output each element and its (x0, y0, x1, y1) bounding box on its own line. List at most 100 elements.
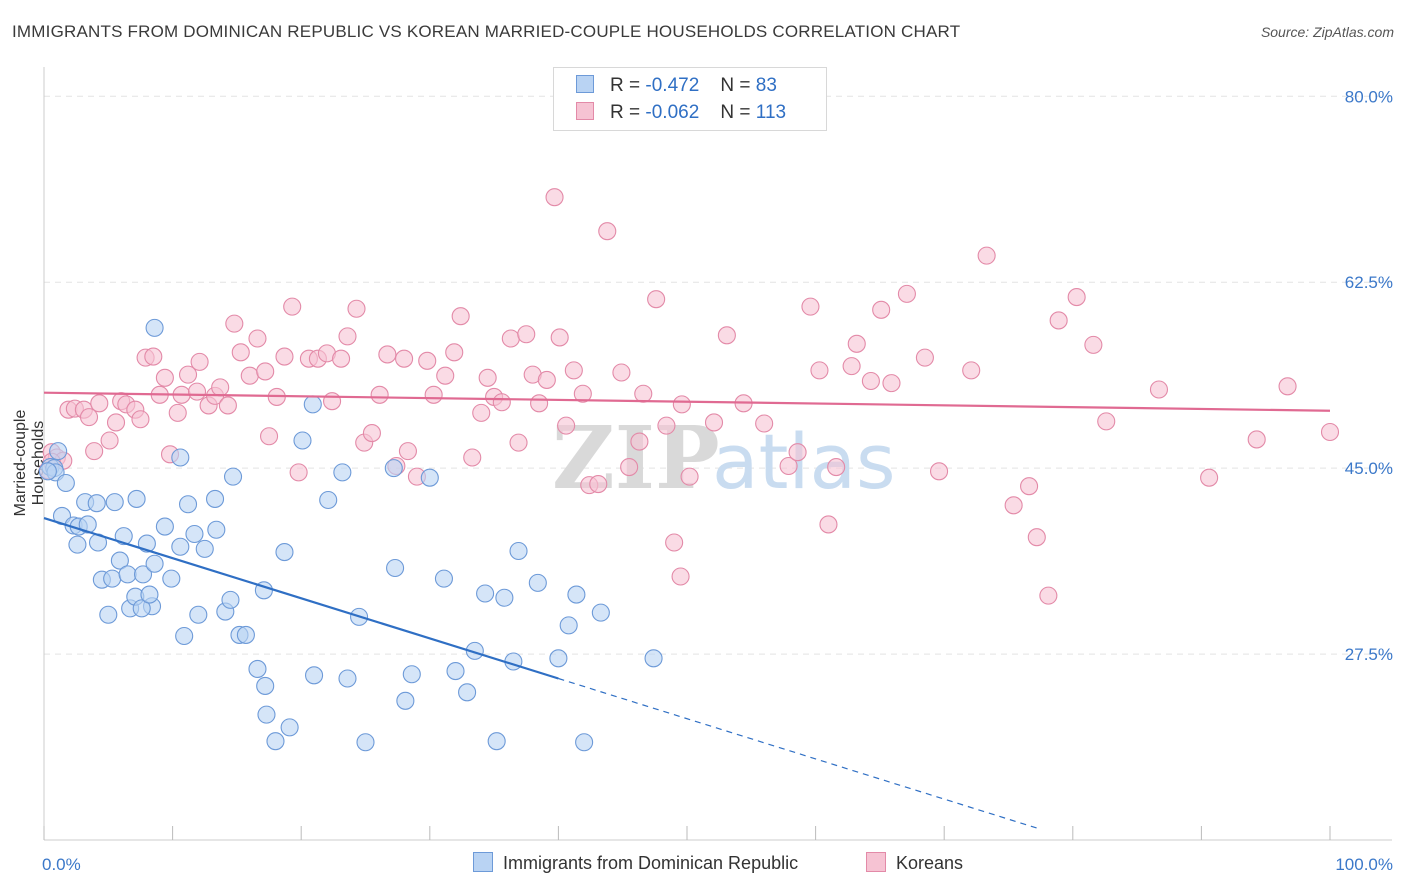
data-point (509, 433, 528, 452)
data-point (1027, 528, 1046, 547)
data-point (100, 431, 119, 450)
data-point (476, 584, 495, 603)
data-point (178, 495, 198, 514)
data-point (178, 365, 198, 384)
data-point (218, 396, 237, 415)
data-point (861, 371, 880, 391)
data-point (396, 691, 415, 710)
data-point (248, 329, 267, 348)
data-point (395, 349, 414, 368)
data-point (362, 424, 381, 443)
data-point (356, 733, 375, 752)
legend-row-dominican: R = -0.472 N = 83 (576, 75, 777, 99)
data-point (275, 543, 294, 562)
data-point (436, 366, 455, 385)
legend-swatch-blue (576, 75, 594, 93)
data-point (185, 524, 204, 544)
data-point (564, 361, 583, 380)
data-point (231, 343, 250, 362)
data-point (1067, 288, 1086, 307)
data-point (644, 649, 663, 668)
data-point (248, 659, 267, 678)
legend-r-label: R = (610, 75, 641, 96)
data-point (223, 467, 243, 486)
data-point (478, 368, 497, 387)
data-point (1247, 430, 1266, 449)
data-point (257, 705, 276, 724)
data-point (168, 403, 187, 422)
series-dominican-points (38, 318, 663, 752)
data-point (810, 361, 829, 380)
bottom-legend-swatch-pink (866, 852, 886, 872)
data-point (620, 458, 639, 477)
data-point (779, 456, 798, 476)
bottom-legend-swatch-blue (473, 852, 493, 872)
data-point (492, 393, 511, 412)
y-tick-label: 80.0% (1345, 87, 1393, 106)
tick-labels: 27.5% 45.0% 62.5% 80.0% 0.0% 100.0% (42, 87, 1393, 874)
data-point (68, 535, 87, 554)
data-point (85, 442, 104, 461)
data-point (79, 408, 99, 427)
data-point (103, 569, 122, 588)
svg-text:ZIP: ZIP (552, 408, 720, 509)
data-point (402, 665, 421, 684)
data-point (195, 539, 214, 558)
data-point (338, 669, 357, 688)
data-point (647, 290, 666, 309)
data-point (463, 448, 482, 467)
legend-n-label: N = (720, 75, 751, 96)
data-point (545, 188, 564, 207)
trend-line-dominican-extension (558, 677, 1041, 830)
data-point (671, 567, 690, 586)
data-point (289, 463, 308, 482)
data-point (90, 394, 109, 413)
data-point (133, 565, 153, 584)
legend-swatch-pink (576, 102, 594, 120)
data-point (114, 527, 133, 546)
data-point (872, 300, 891, 319)
data-point (567, 585, 586, 604)
legend-n-label: N = (720, 102, 751, 123)
data-point (145, 554, 164, 573)
data-point (717, 326, 736, 345)
data-point (1004, 496, 1023, 515)
data-point (49, 442, 68, 461)
bottom-legend-label: Immigrants from Dominican Republic (503, 853, 799, 873)
data-point (847, 334, 866, 353)
data-point (501, 329, 520, 348)
data-point (190, 352, 209, 371)
data-point (827, 458, 846, 477)
data-point (1084, 335, 1103, 354)
data-point (118, 565, 137, 584)
data-point (127, 489, 146, 508)
zipatlas-watermark: ZIP atlas (552, 408, 896, 509)
data-point (930, 462, 949, 481)
trend-line-dominican (43, 517, 559, 680)
data-point (472, 403, 491, 422)
trend-line-koreans (43, 391, 1331, 412)
data-point (434, 569, 453, 588)
legend-n-value: 83 (755, 75, 777, 96)
data-point (598, 222, 617, 241)
data-point (140, 585, 159, 604)
data-point (801, 297, 820, 316)
data-point (155, 517, 174, 536)
data-point (819, 515, 838, 534)
chart-title: IMMIGRANTS FROM DOMINICAN REPUBLIC VS KO… (12, 22, 961, 41)
data-point (187, 382, 207, 401)
data-point (446, 662, 465, 681)
data-point (171, 448, 190, 467)
data-point (680, 467, 699, 486)
data-point (915, 348, 934, 367)
data-point (458, 683, 477, 702)
data-point (704, 413, 724, 432)
bottom-legend-koreans: Koreans (866, 852, 963, 874)
y-tick-label: 45.0% (1345, 459, 1393, 478)
data-point (87, 494, 106, 513)
data-point (1020, 477, 1039, 496)
data-point (303, 395, 322, 414)
data-point (418, 351, 437, 370)
data-point (171, 537, 190, 556)
